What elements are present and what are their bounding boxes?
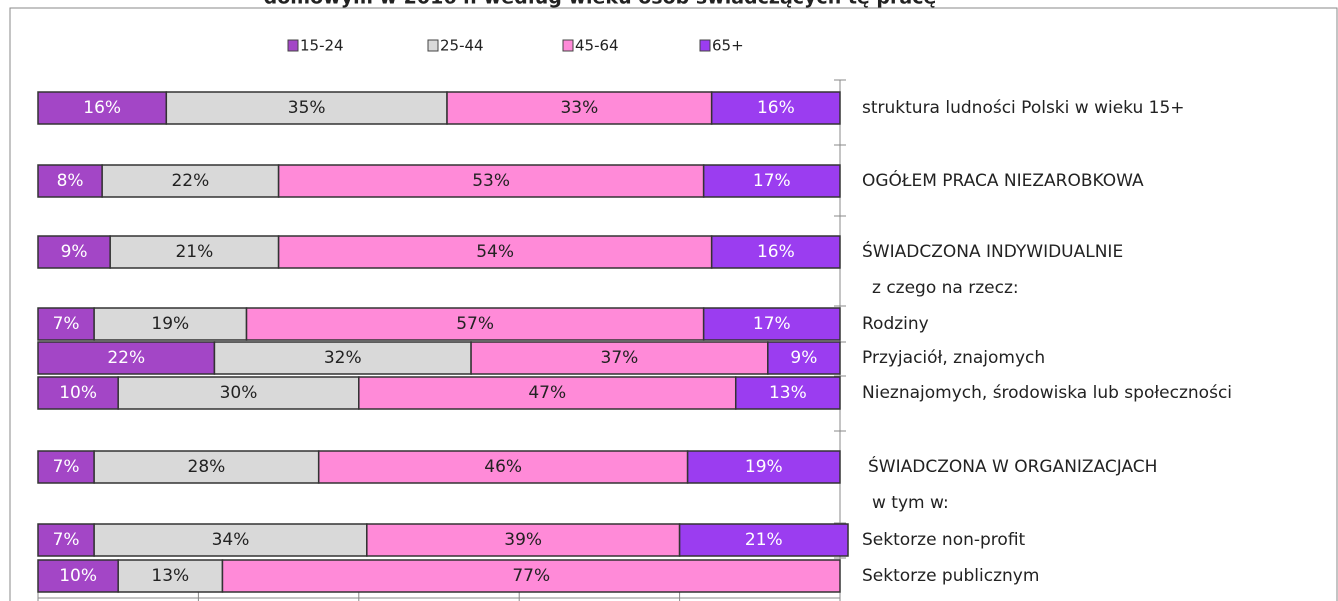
bar-segment: [317, 450, 689, 484]
bar-segment: [366, 523, 681, 557]
value-label: 19%: [745, 457, 783, 477]
legend-swatch: [287, 39, 299, 52]
category-label: Sektorze non-profit: [862, 530, 1026, 550]
value-label: 16%: [83, 98, 121, 118]
bar-segment: [37, 450, 95, 484]
bar-segment: [165, 91, 448, 125]
value-label: 54%: [476, 242, 514, 262]
value-label: 17%: [753, 171, 791, 191]
value-label: 9%: [61, 242, 88, 262]
category-label: Nieznajomych, środowiska lub społecznośc…: [862, 383, 1232, 403]
category-label: ŚWIADCZONA INDYWIDUALNIE: [862, 240, 1123, 262]
bar-segment: [767, 341, 841, 375]
legend-label: 45-64: [575, 37, 619, 55]
value-label: 21%: [745, 530, 783, 550]
bar-segment: [358, 376, 737, 410]
legend-swatch: [562, 39, 574, 52]
value-label: 10%: [59, 383, 97, 403]
bar-segment: [245, 307, 705, 341]
category-label: Rodziny: [862, 314, 929, 334]
bar-segment: [37, 559, 119, 593]
value-label: 17%: [753, 314, 791, 334]
bar-segment: [37, 376, 119, 410]
value-label: 16%: [757, 242, 795, 262]
value-label: 77%: [512, 566, 550, 586]
bar-segment: [37, 523, 95, 557]
category-label: struktura ludności Polski w wieku 15+: [862, 98, 1185, 118]
bar-segment: [213, 341, 472, 375]
value-label: 9%: [790, 348, 817, 368]
bar-segment: [117, 376, 360, 410]
bar-segment: [710, 91, 841, 125]
bar-segment: [702, 307, 841, 341]
value-label: 28%: [188, 457, 226, 477]
chart-title: domowym w 2016 r. według wieku osób świa…: [264, 0, 937, 9]
value-label: 7%: [53, 457, 80, 477]
bar-segment: [702, 164, 841, 198]
value-label: 32%: [324, 348, 362, 368]
bar-segment: [93, 450, 320, 484]
value-label: 34%: [212, 530, 250, 550]
bar-segment: [37, 307, 95, 341]
value-label: 7%: [53, 314, 80, 334]
bar-segment: [101, 164, 280, 198]
legend-label: 25-44: [440, 37, 484, 55]
value-label: 13%: [151, 566, 189, 586]
category-label: OGÓŁEM PRACA NIEZAROBKOWA: [862, 169, 1144, 191]
legend-swatch: [427, 39, 439, 52]
category-label: Przyjaciół, znajomych: [862, 348, 1045, 368]
bar-segment: [686, 450, 841, 484]
value-label: 39%: [504, 530, 542, 550]
category-label: Sektorze publicznym: [862, 566, 1039, 586]
value-label: 22%: [107, 348, 145, 368]
value-label: 46%: [484, 457, 522, 477]
value-label: 53%: [472, 171, 510, 191]
legend-swatch: [699, 39, 711, 52]
bar-segment: [734, 376, 841, 410]
bar-segment: [470, 341, 769, 375]
value-label: 22%: [171, 171, 209, 191]
value-label: 13%: [769, 383, 807, 403]
category-label: w tym w:: [872, 493, 949, 513]
chart-frame: [9, 7, 1338, 601]
value-label: 8%: [57, 171, 84, 191]
value-label: 35%: [288, 98, 326, 118]
value-label: 37%: [601, 348, 639, 368]
legend-label: 65+: [712, 37, 744, 55]
bar-segment: [678, 523, 849, 557]
value-label: 47%: [528, 383, 566, 403]
value-label: 7%: [53, 530, 80, 550]
category-label: z czego na rzecz:: [872, 278, 1019, 298]
value-label: 30%: [220, 383, 258, 403]
value-label: 33%: [560, 98, 598, 118]
bar-segment: [37, 341, 216, 375]
bar-segment: [109, 235, 280, 269]
value-label: 16%: [757, 98, 795, 118]
value-label: 19%: [151, 314, 189, 334]
category-label: ŚWIADCZONA W ORGANIZACJACH: [868, 455, 1157, 477]
bar-segment: [710, 235, 841, 269]
value-label: 21%: [175, 242, 213, 262]
value-label: 10%: [59, 566, 97, 586]
bar-segment: [221, 559, 841, 593]
legend-label: 15-24: [300, 37, 344, 55]
value-label: 57%: [456, 314, 494, 334]
